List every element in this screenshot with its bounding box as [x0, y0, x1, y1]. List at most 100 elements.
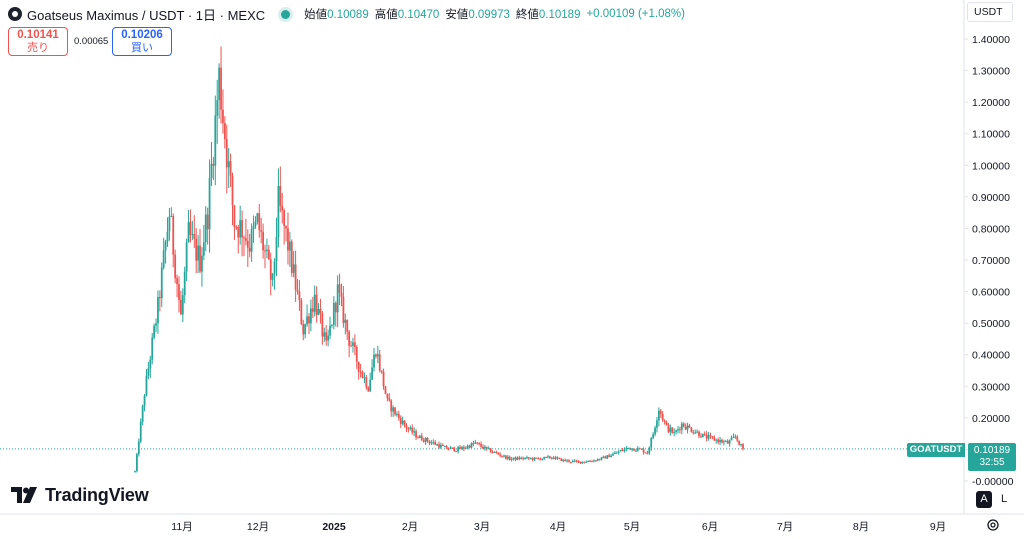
candle-body — [420, 435, 423, 441]
candle-body — [692, 431, 695, 433]
candle-body — [694, 432, 697, 434]
candle-body — [222, 109, 224, 124]
tradingview-logo[interactable]: TradingView — [11, 484, 149, 506]
candle-body — [183, 271, 186, 296]
candle-body — [518, 457, 521, 460]
log-scale-button[interactable]: L — [1000, 493, 1008, 505]
candle-body — [457, 447, 460, 452]
candle-body — [285, 225, 287, 229]
candle-body — [485, 446, 488, 449]
candle-body — [409, 427, 412, 430]
candle-body — [191, 234, 194, 236]
candle-body — [281, 205, 284, 211]
candle-body — [577, 461, 580, 463]
candle-body — [271, 273, 274, 280]
candle-body — [164, 241, 167, 251]
last-price-value: 0.10189 — [973, 445, 1011, 456]
candle-body — [329, 325, 331, 336]
symbol-title[interactable]: Goatseus Maximus / USDT · 1日 · MEXC — [27, 7, 266, 23]
candle-body — [543, 456, 546, 459]
candle-body — [679, 429, 681, 431]
candle-body — [218, 67, 221, 101]
candle-body — [193, 234, 196, 239]
candle-body — [411, 427, 414, 433]
candle-body — [352, 342, 354, 346]
currency-button[interactable]: USDT — [967, 2, 1013, 22]
candle-body — [392, 407, 395, 412]
candle-body — [417, 437, 419, 439]
candle-body — [304, 324, 307, 335]
settings-gear-icon[interactable] — [986, 518, 1000, 532]
candle-body — [558, 458, 561, 460]
candle-body — [688, 425, 691, 428]
candle-body — [369, 379, 372, 392]
candle-body — [181, 295, 184, 315]
auto-scale-button[interactable]: A — [976, 491, 992, 508]
candle-body — [548, 456, 551, 459]
candle-body — [363, 377, 366, 379]
candle-body — [331, 324, 333, 326]
candle-body — [726, 441, 729, 444]
candle-body — [728, 440, 731, 444]
candle-body — [260, 230, 263, 232]
candle-body — [336, 284, 339, 313]
candle-body — [613, 452, 616, 454]
candle-body — [434, 442, 437, 445]
candle-body — [503, 455, 505, 457]
x-tick-label: 8月 — [853, 521, 869, 533]
market-status-icon[interactable] — [281, 9, 291, 19]
sell-button[interactable]: 0.10141 売り — [8, 27, 68, 56]
candle-body — [266, 249, 268, 252]
y-tick-label: 0.20000 — [972, 413, 1010, 425]
tradingview-logo-text: TradingView — [45, 484, 149, 505]
candle-body — [386, 393, 389, 399]
y-tick-label: 1.40000 — [972, 34, 1010, 46]
candle-body — [256, 213, 259, 222]
candle-body — [367, 387, 370, 392]
candle-body — [680, 423, 683, 430]
candle-body — [145, 375, 148, 396]
candle-body — [155, 323, 157, 326]
candle-body — [700, 436, 702, 438]
sell-label: 売り — [27, 42, 49, 54]
candle-body — [673, 432, 676, 434]
candle-body — [436, 444, 438, 446]
candle-body — [690, 427, 693, 432]
candle-body — [657, 410, 660, 421]
candle-body — [426, 437, 429, 442]
candle-body — [306, 316, 308, 325]
candle-body — [241, 220, 243, 238]
ohlc-close: 終値0.10189 — [515, 9, 581, 21]
candle-body — [440, 444, 442, 448]
candle-body — [403, 420, 406, 426]
candle-body — [669, 427, 672, 432]
candle-body — [334, 302, 337, 313]
candle-body — [529, 458, 532, 460]
candle-body — [505, 455, 507, 459]
candle-body — [325, 332, 328, 341]
candle-body — [568, 460, 570, 462]
candle-body — [346, 319, 349, 332]
buy-button[interactable]: 0.10206 買い — [112, 27, 172, 56]
candle-body — [151, 337, 154, 360]
candle-body — [512, 457, 515, 459]
ohlc-high: 高値0.10470 — [374, 9, 440, 21]
candle-body — [564, 459, 567, 462]
candle-body — [340, 292, 343, 297]
candle-body — [732, 436, 735, 438]
candle-body — [137, 441, 140, 455]
candle-body — [317, 308, 320, 315]
candle-body — [396, 413, 398, 415]
buy-label: 買い — [131, 42, 153, 54]
candle-body — [631, 448, 634, 450]
candle-body — [447, 448, 450, 450]
candle-body — [734, 436, 737, 438]
candle-body — [157, 297, 159, 324]
candle-body — [273, 261, 276, 274]
candle-body — [212, 163, 215, 166]
candle-body — [359, 371, 362, 373]
candle-body — [401, 420, 404, 424]
candle-body — [661, 414, 664, 421]
bar-countdown: 32:55 — [979, 457, 1005, 468]
